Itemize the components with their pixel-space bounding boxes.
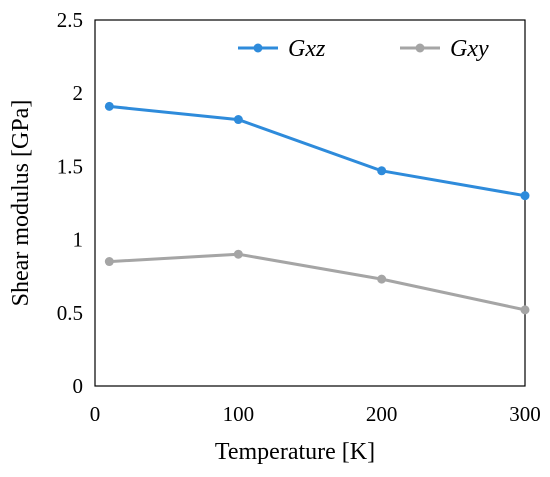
x-tick-label: 200 bbox=[366, 402, 398, 426]
plot-area bbox=[94, 19, 526, 387]
x-tick-label: 0 bbox=[90, 402, 101, 426]
legend: Gxz Gxy bbox=[238, 36, 489, 62]
y-tick-label: 1.5 bbox=[57, 154, 83, 178]
series-line-gxz bbox=[107, 104, 527, 198]
x-tick-label: 300 bbox=[509, 402, 541, 426]
data-point-gxy bbox=[520, 305, 530, 315]
y-axis-title: Shear modulus [GPa] bbox=[8, 100, 34, 307]
y-tick-label: 2 bbox=[73, 81, 84, 105]
legend-marker-gxy bbox=[415, 43, 425, 53]
x-tick-labels: 0 100 200 300 bbox=[90, 402, 541, 426]
legend-label-gxy: Gxy bbox=[450, 36, 489, 62]
data-point-gxy bbox=[104, 257, 114, 267]
y-tick-label: 0 bbox=[73, 374, 84, 398]
data-point-gxz bbox=[377, 166, 387, 176]
y-tick-label: 0.5 bbox=[57, 301, 83, 325]
legend-label-gxz: Gxz bbox=[288, 36, 326, 62]
data-point-gxz bbox=[104, 101, 114, 111]
series-line-gxy bbox=[107, 252, 527, 312]
x-axis-title: Temperature [K] bbox=[215, 439, 375, 465]
data-point-gxz bbox=[233, 115, 243, 125]
legend-marker-gxz bbox=[253, 43, 263, 53]
series-layer bbox=[104, 101, 530, 315]
data-point-gxy bbox=[233, 249, 243, 259]
data-point-gxy bbox=[377, 274, 387, 284]
y-tick-label: 2.5 bbox=[57, 8, 83, 32]
x-tick-label: 100 bbox=[223, 402, 255, 426]
y-tick-labels: 0 0.5 1 1.5 2 2.5 bbox=[57, 8, 83, 398]
data-point-gxz bbox=[520, 191, 530, 201]
y-tick-label: 1 bbox=[73, 228, 84, 252]
